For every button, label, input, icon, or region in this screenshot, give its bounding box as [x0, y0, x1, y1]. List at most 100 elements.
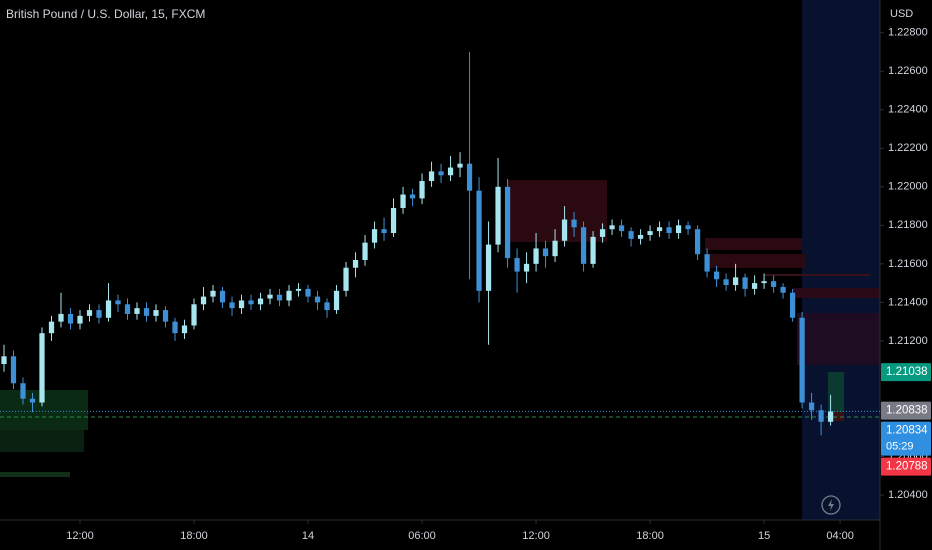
candle-body [219, 290, 226, 303]
candle-body [761, 281, 767, 284]
candle-body [628, 231, 634, 239]
candle-body [257, 298, 264, 305]
candle-body [124, 304, 131, 314]
candle-body [143, 308, 150, 316]
price-tag-label: 1.20788 [886, 461, 928, 473]
replay-icon[interactable] [821, 495, 841, 515]
x-tick-label: 18:00 [180, 530, 208, 542]
supply-zone [765, 274, 870, 276]
candle-body [514, 258, 520, 272]
x-tick-label: 12:00 [66, 530, 94, 542]
candle-body [172, 321, 178, 334]
candle-body [770, 281, 777, 287]
replay-icon-bolt [828, 499, 834, 511]
candle-body [685, 225, 691, 230]
candle-body [590, 236, 596, 264]
candle-body [409, 194, 416, 199]
candle-body [162, 310, 169, 322]
y-tick-label: 1.22400 [888, 104, 928, 116]
candle-body [381, 229, 387, 234]
candle-body [485, 244, 492, 291]
candle-body [333, 290, 340, 311]
candle-body [523, 263, 530, 272]
candle-body [229, 302, 235, 309]
candle-body [77, 315, 83, 324]
position-zone [828, 372, 844, 412]
candle-body [390, 208, 397, 234]
candle-body [799, 317, 805, 403]
session-highlight [802, 0, 880, 520]
candle-body [20, 383, 26, 399]
candle-body [419, 181, 425, 199]
price-tag [881, 457, 931, 476]
y-tick-label: 1.21200 [888, 335, 928, 347]
y-tick-label: 1.21800 [888, 219, 928, 231]
candle-body [751, 283, 758, 289]
candle-body [827, 411, 834, 422]
candle-body [609, 225, 615, 230]
candle-body [115, 300, 121, 305]
candle-body [723, 279, 729, 286]
candle-body [495, 186, 501, 245]
candle-body [362, 242, 368, 260]
candle-body [647, 231, 653, 235]
price-tag [881, 421, 931, 456]
candle-body [457, 163, 463, 168]
candle-body [191, 304, 197, 326]
y-tick-label: 1.21600 [888, 258, 928, 270]
price-tag-countdown: 05:29 [886, 441, 914, 453]
y-tick-label: 1.22800 [888, 27, 928, 39]
candle-body [295, 288, 302, 291]
demand-zone [0, 472, 70, 477]
candle-body [561, 219, 568, 241]
candle-body [599, 229, 606, 237]
candle-body [400, 194, 406, 208]
candle-body [29, 398, 36, 403]
y-tick-label: 1.22000 [888, 181, 928, 193]
candle-body [67, 313, 74, 324]
candle-body [305, 288, 311, 297]
candle-body [713, 271, 720, 280]
candle-body [210, 290, 216, 297]
candle-body [656, 227, 663, 232]
y-tick-label: 1.21400 [888, 296, 928, 308]
candle-body [248, 300, 254, 305]
candle-body [780, 286, 786, 293]
candle-body [542, 248, 549, 257]
price-tag-label: 1.21038 [886, 366, 928, 378]
candle-body [447, 167, 454, 176]
candle-body [466, 163, 473, 191]
candle-body [704, 254, 710, 272]
candle-body [428, 171, 435, 182]
candle-body [96, 310, 102, 318]
x-tick-label: 04:00 [826, 530, 854, 542]
candle-body [808, 402, 815, 411]
candle-body [86, 310, 93, 316]
candle-body [39, 333, 45, 403]
y-tick-label: 1.20400 [888, 489, 928, 501]
candle-body [58, 313, 64, 322]
candle-body [675, 225, 682, 234]
y-tick-label: 1.22200 [888, 142, 928, 154]
x-tick-label: 15 [758, 530, 770, 542]
demand-zone [0, 430, 84, 452]
supply-zone [705, 238, 802, 250]
x-tick-label: 18:00 [636, 530, 664, 542]
candle-body [343, 267, 349, 291]
candle-body [134, 308, 140, 314]
candle-body [286, 290, 292, 301]
candle-body [571, 219, 577, 228]
candle-body [637, 234, 644, 239]
candle-body [314, 296, 321, 303]
supply-zone [705, 254, 806, 268]
x-tick-label: 12:00 [522, 530, 550, 542]
price-tag-label: 1.20838 [886, 405, 928, 417]
candle-body [181, 325, 188, 334]
price-tag [881, 363, 931, 382]
candle-body [533, 248, 539, 264]
currency-label: USD [890, 8, 913, 20]
candle-body [476, 190, 482, 291]
x-tick-label: 14 [302, 530, 314, 542]
